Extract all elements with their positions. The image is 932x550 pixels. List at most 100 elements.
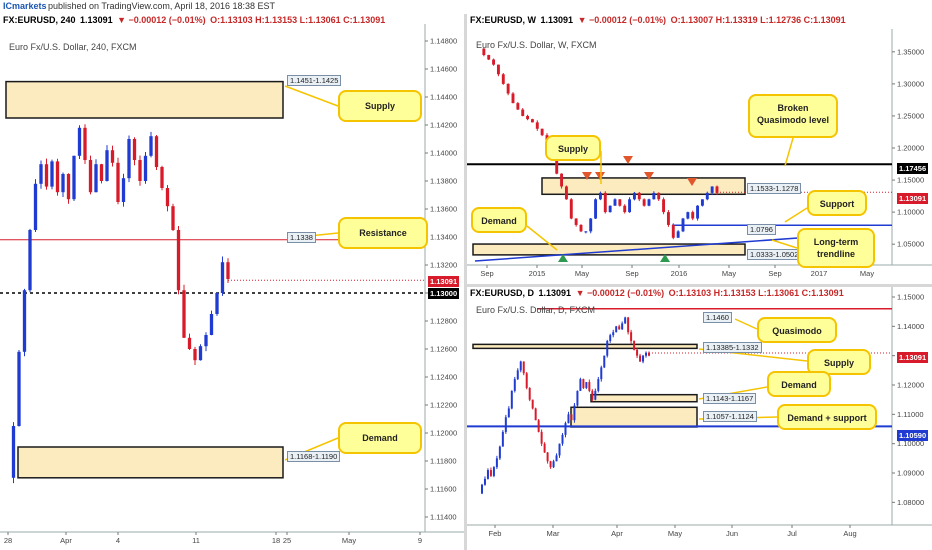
w-candle-body <box>584 231 588 233</box>
d-candle-body <box>537 420 540 432</box>
d-candle-body <box>534 408 537 421</box>
h4-xtick-label: 11 <box>192 536 200 545</box>
h4-candle-body <box>154 136 159 167</box>
d-candle-body <box>603 355 606 368</box>
w-candle-body <box>676 231 680 238</box>
w-xtick-label: Sep <box>625 269 638 278</box>
daily-chart-panel[interactable]: FX:EURUSD, D 1.13091 ▼ −0.00012 (−0.01%)… <box>467 287 932 550</box>
h4-symbol: FX:EURUSD, 240 <box>3 15 76 25</box>
h4-candle-body <box>121 178 126 202</box>
d-candle-body <box>600 367 603 380</box>
weekly-quasimodo-pointer <box>784 137 794 167</box>
h4-candle-body <box>39 164 43 184</box>
h4-watermark: Euro Fx/U.S. Dollar, 240, FXCM <box>9 42 137 52</box>
d-candle-body <box>609 335 612 341</box>
w-candle-body <box>560 173 564 187</box>
h4-candle-body <box>204 335 208 347</box>
h4-candle-body <box>105 150 109 181</box>
w-candle-body <box>482 48 486 56</box>
h4-candle-body <box>209 314 214 335</box>
w-ytick-label: 1.05000 <box>897 240 924 249</box>
h4-candle-body <box>165 188 170 207</box>
w-ytick-label: 1.15000 <box>897 176 924 185</box>
daily-demand-zone-label: 1.1143-1.1167 <box>703 393 757 404</box>
h4-candle-body <box>138 160 142 181</box>
d-candle-body <box>564 423 567 435</box>
h4-ohlc: O:1.13103 H:1.13153 L:1.13061 C:1.13091 <box>210 15 386 25</box>
h4-ytick-label: 1.12200 <box>430 401 457 410</box>
brand-logo[interactable]: ICmarkets <box>3 1 47 11</box>
h4-candle-body <box>226 262 230 279</box>
h4-ytick-label: 1.13200 <box>430 261 457 270</box>
weekly-change: ▼ −0.00012 (−0.01%) <box>577 15 667 25</box>
h4-demand-zone-label: 1.1168-1.1190 <box>287 451 341 462</box>
d-candle-body <box>594 390 597 400</box>
h4-ytick-label: 1.12800 <box>430 317 457 326</box>
h4-supply-note: Supply <box>338 90 422 122</box>
d-candle-body <box>513 379 516 391</box>
daily-level-tag: 1.10590 <box>897 430 929 441</box>
w-candle-body <box>526 115 530 120</box>
daily-price: 1.13091 <box>538 288 572 298</box>
weekly-chart-panel[interactable]: FX:EURUSD, W 1.13091 ▼ −0.00012 (−0.01%)… <box>467 14 932 284</box>
d-ytick-label: 1.08000 <box>897 498 924 507</box>
d-candle-body <box>606 341 609 356</box>
panel-divider-vertical[interactable] <box>464 14 467 550</box>
w-candle-body <box>594 199 598 219</box>
d-candle-body <box>489 470 492 476</box>
h4-price: 1.13091 <box>80 15 113 25</box>
weekly-ohlc: O:1.13007 H:1.13319 L:1.12736 C:1.13091 <box>670 15 846 25</box>
h4-candle-body <box>220 262 225 293</box>
d-candle-body <box>612 332 615 336</box>
w-zone <box>472 243 746 256</box>
panel-divider-horizontal[interactable] <box>467 284 932 287</box>
d-candle-body <box>558 443 561 456</box>
w-candle-body <box>700 199 704 206</box>
h4-plot[interactable]: 1.14800 1.14600 1.14400 1.14200 1.14000 1.138… <box>0 14 464 550</box>
d-ytick-label: 1.12000 <box>897 381 924 390</box>
daily-supply-zone-label: 1.13385-1.1332 <box>703 342 762 353</box>
weekly-trendline-note: Long-term trendline <box>797 228 875 268</box>
d-candle-body <box>633 341 636 350</box>
w-candle-body <box>521 109 525 116</box>
h4-candle-body <box>88 160 93 193</box>
d-xtick-label: May <box>668 529 682 538</box>
d-candle-body <box>501 431 504 447</box>
h4-supply-pointer <box>284 85 339 107</box>
weekly-plot[interactable]: 1.35000 1.30000 1.25000 1.20000 1.15000 1.100… <box>467 14 932 284</box>
weekly-price: 1.13091 <box>540 15 574 25</box>
d-candle-body <box>588 382 591 391</box>
w-candle-body <box>487 55 491 60</box>
w-candle-body <box>579 224 583 232</box>
d-xtick-label: Jul <box>787 529 797 538</box>
h4-chart-panel[interactable]: FX:EURUSD, 240 1.13091 ▼ −0.00012 (−0.01… <box>0 14 464 550</box>
d-candle-body <box>552 461 555 468</box>
h4-level-tag: 1.13000 <box>428 288 460 299</box>
h4-candle-body <box>22 290 27 352</box>
weekly-supply-zone-label: 1.1533-1.1278 <box>747 183 802 194</box>
h4-candle-body <box>187 337 192 349</box>
h4-xtick-label: 25 <box>283 536 291 545</box>
d-candle-body <box>504 417 507 432</box>
h4-candle-body <box>28 230 32 291</box>
daily-plot[interactable]: 1.150001.140001.130001.120001.110001.100… <box>467 287 932 550</box>
published-text: published on TradingView.com, April 18, … <box>48 1 275 11</box>
w-xtick-label: 2015 <box>529 269 546 278</box>
d-candle-body <box>591 390 594 400</box>
daily-ohlc: O:1.13103 H:1.13153 L:1.13061 C:1.13091 <box>668 288 844 298</box>
daily-demand-note: Demand <box>767 371 831 397</box>
h4-candle-body <box>50 161 54 187</box>
w-candle-body <box>613 199 617 206</box>
weekly-demand-arrow <box>660 254 670 262</box>
w-candle-body <box>686 212 690 219</box>
daily-supply-note: Supply <box>807 349 871 375</box>
w-ytick-label: 1.25000 <box>897 111 924 120</box>
weekly-trendline-pointer <box>771 239 798 249</box>
w-candle-body <box>511 93 515 104</box>
d-candle-body <box>495 458 498 468</box>
w-candle-body <box>530 119 534 123</box>
daily-change: ▼ −0.00012 (−0.01%) <box>575 288 665 298</box>
d-candle-body <box>624 317 627 324</box>
d-candle-body <box>510 390 513 409</box>
d-candle-body <box>648 352 650 356</box>
